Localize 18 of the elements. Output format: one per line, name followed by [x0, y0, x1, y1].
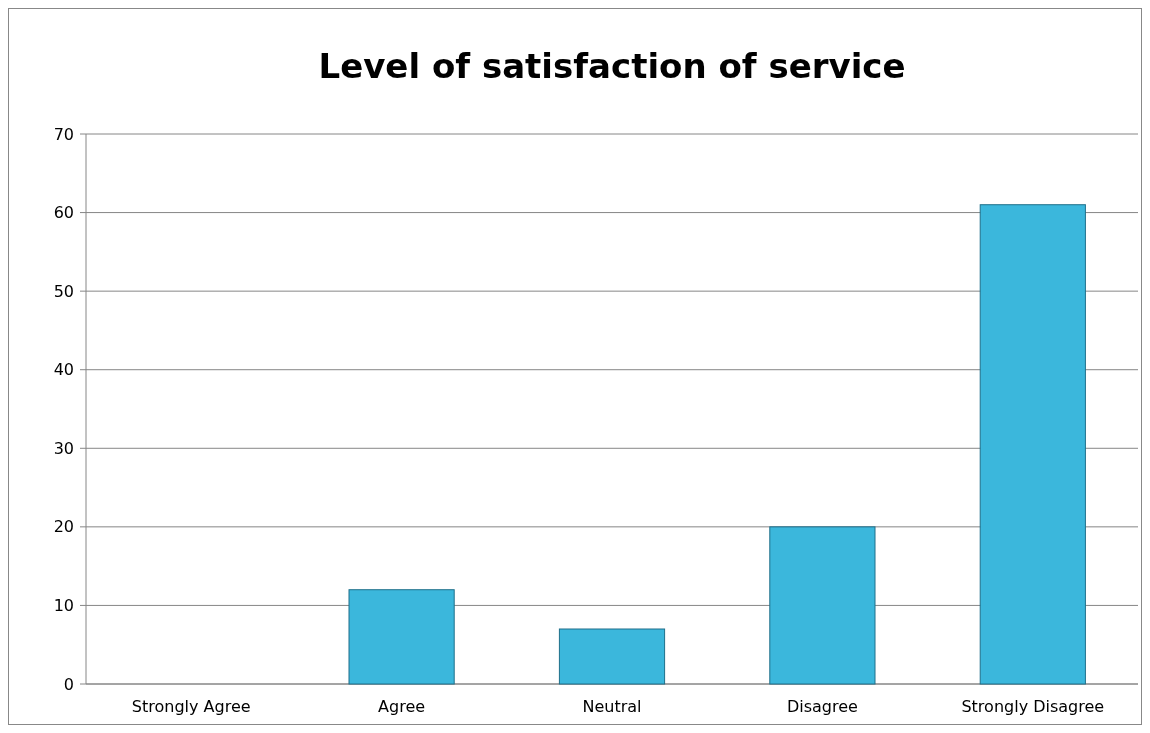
x-tick-label: Strongly Agree [131, 697, 251, 716]
x-tick-label: Neutral [582, 697, 642, 716]
y-tick-label: 40 [53, 360, 74, 380]
y-tick-label: 50 [53, 281, 74, 301]
y-tick-label: 70 [53, 124, 74, 144]
y-tick-label: 10 [53, 596, 74, 616]
y-tick-label: 30 [53, 438, 74, 458]
x-tick-label: Agree [378, 697, 426, 716]
bar [348, 589, 455, 685]
y-tick-label: 0 [63, 674, 74, 694]
bar [558, 628, 666, 685]
bar [979, 204, 1086, 685]
y-tick-label: 20 [53, 517, 74, 537]
y-tick-label: 60 [53, 203, 74, 223]
x-tick-label: Disagree [786, 697, 858, 716]
chart-title: Level of satisfaction of service [318, 46, 906, 86]
bar [769, 526, 876, 685]
x-tick-label: Strongly Disagree [961, 697, 1105, 716]
